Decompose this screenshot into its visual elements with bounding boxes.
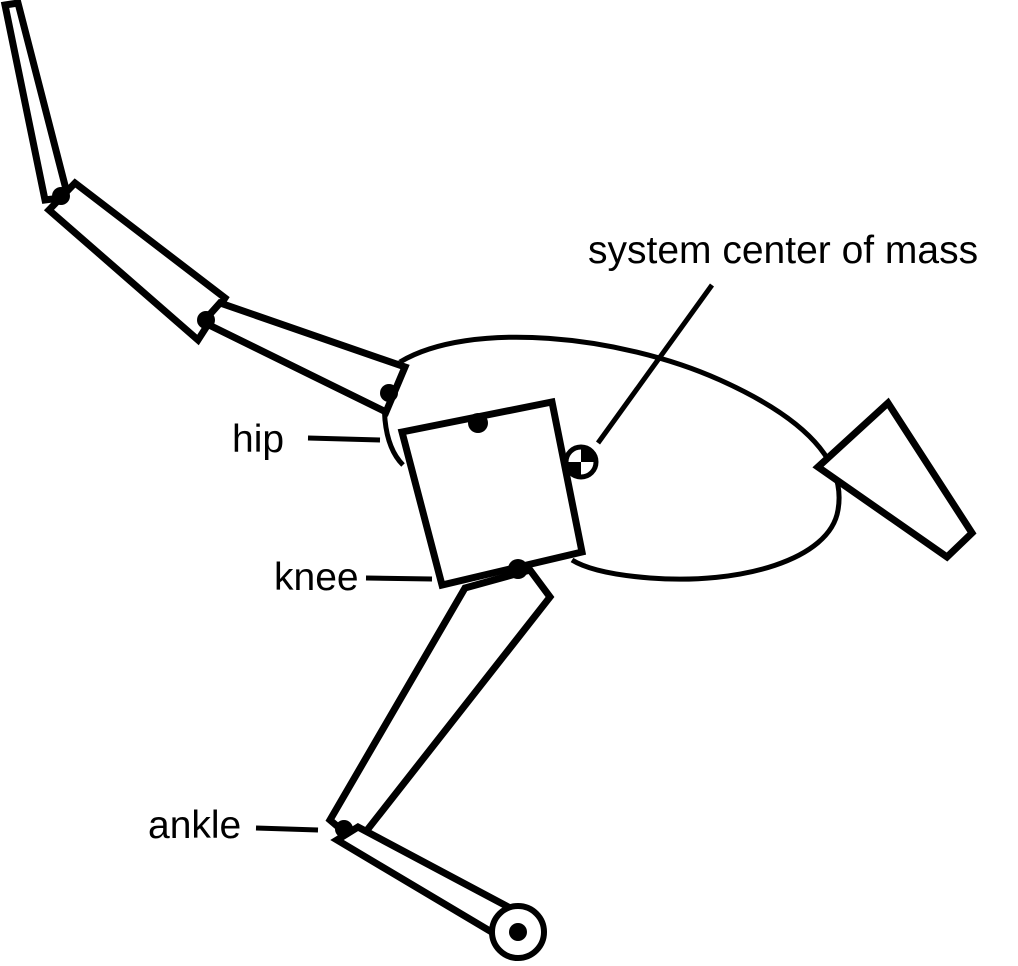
swing-hip-joint [380,384,398,402]
label-ankle: ankle [148,804,241,847]
label-hip: hip [232,418,284,461]
swing-ankle-joint [52,187,70,205]
knee-leader-line [365,575,433,582]
swing-knee-joint [197,311,215,329]
ankle-leader-line [255,825,319,833]
ankle-joint [335,820,353,838]
shank-segment [325,565,555,849]
toe-wheel-hub [509,923,527,941]
foot-segment [330,822,519,942]
com-leader-line [595,283,715,445]
center-of-mass-symbol [563,444,599,480]
label-center-of-mass: system center of mass [588,229,978,272]
knee-joint [508,559,528,579]
thigh-upper-joint [468,413,488,433]
thigh-block [397,397,587,590]
swing-leg-distal-segment [0,0,73,204]
hip-leader-line [307,435,381,443]
label-knee: knee [274,556,359,599]
swing-leg-proximal-segment [197,298,410,417]
rear-wedge [812,397,977,562]
